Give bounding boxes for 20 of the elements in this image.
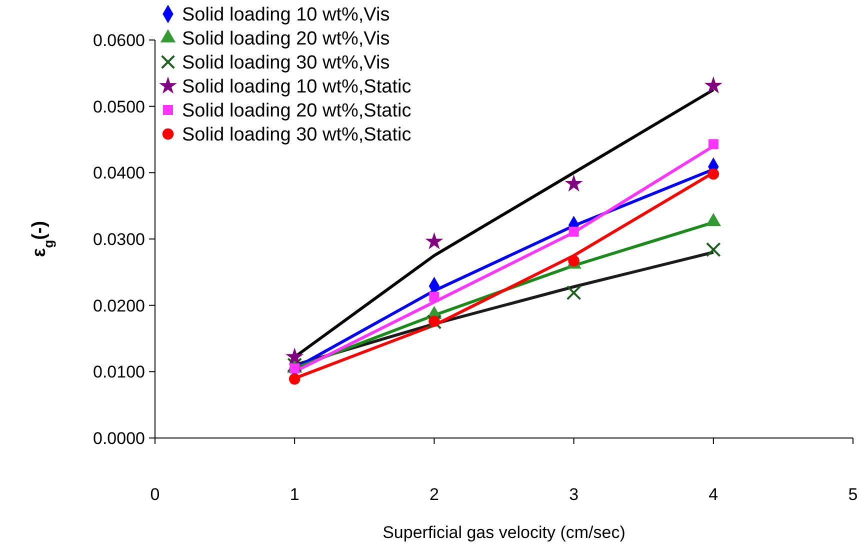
legend-label: Solid loading 20 wt%,Static [182, 100, 412, 122]
legend-label: Solid loading 10 wt%,Vis [182, 4, 390, 26]
x-tick-label: 2 [429, 485, 439, 504]
y-tick-label: 0.0000 [93, 428, 145, 448]
x-tick-label: 4 [708, 485, 718, 504]
x-axis-title: Superficial gas velocity (cm/sec) [382, 523, 626, 542]
legend-label: Solid loading 20 wt%,Vis [182, 28, 390, 50]
x-tick-label: 1 [290, 485, 300, 504]
y-tick-label: 0.0400 [93, 164, 145, 183]
x-tick-label: 3 [569, 485, 579, 504]
y-tick-label: 0.0300 [93, 230, 145, 249]
legend-label: Solid loading 30 wt%,Static [182, 124, 412, 146]
x-tick-label: 0 [150, 485, 160, 504]
x-tick-label: 5 [848, 485, 858, 504]
y-tick-label: 0.0100 [93, 362, 145, 382]
legend-label: Solid loading 10 wt%,Static [182, 76, 412, 98]
y-tick-label: 0.0600 [93, 30, 145, 50]
y-tick-label: 0.0200 [93, 296, 145, 316]
y-tick-label: 0.0500 [93, 97, 145, 116]
legend-label: Solid loading 30 wt%,Vis [182, 52, 390, 74]
